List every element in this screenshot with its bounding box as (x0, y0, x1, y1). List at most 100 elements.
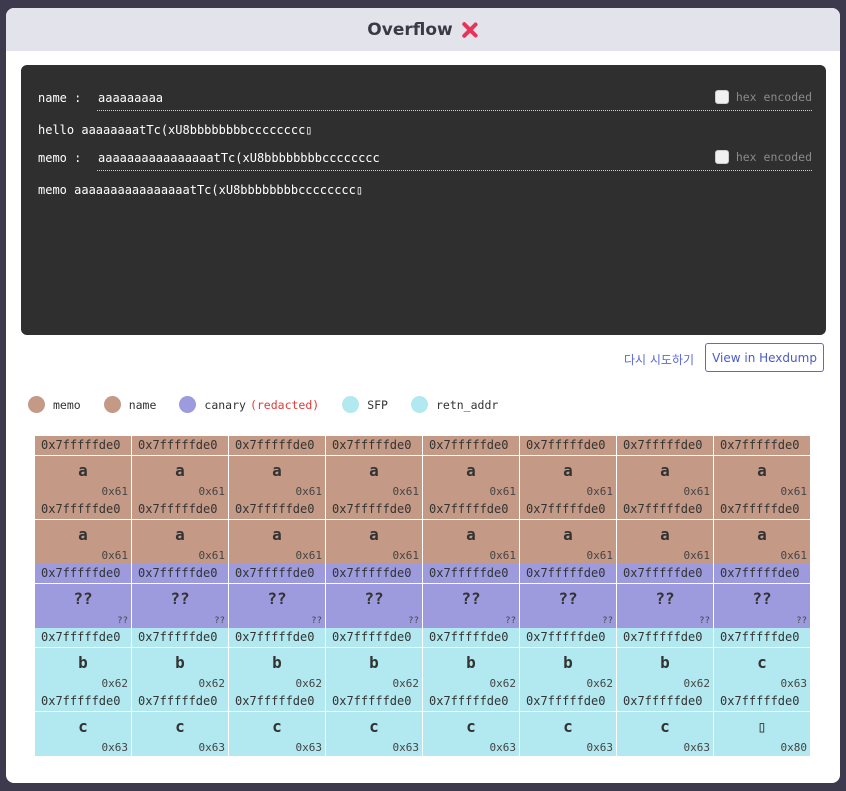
legend-swatch (103, 396, 121, 413)
cell-hex-value: ?? (214, 616, 225, 626)
name-input[interactable]: aaaaaaaaa hex encoded (97, 87, 812, 111)
memory-cell[interactable]: 0x7fffffde0 c 0x63 (714, 628, 811, 692)
memory-cell[interactable]: 0x7fffffde0 b 0x62 (520, 628, 617, 692)
cell-address: 0x7fffffde0 (520, 628, 616, 648)
cell-hex-value: 0x62 (101, 677, 129, 690)
cell-address: 0x7fffffde0 (714, 564, 810, 584)
cell-hex-value: 0x61 (780, 485, 808, 498)
memory-cell[interactable]: 0x7fffffde0 b 0x62 (423, 628, 520, 692)
cell-char: a (757, 461, 767, 480)
memory-cell[interactable]: 0x7fffffde0 a 0x61 (520, 500, 617, 564)
memory-cell[interactable]: 0x7fffffde0 a 0x61 (714, 500, 811, 564)
memory-cell[interactable]: 0x7fffffde0 c 0x63 (617, 692, 714, 756)
memory-cell[interactable]: 0x7fffffde0 a 0x61 (326, 500, 423, 564)
memory-cell[interactable]: 0x7fffffde0 b 0x62 (326, 628, 423, 692)
memory-cell[interactable]: 0x7fffffde0 a 0x61 (423, 436, 520, 500)
cell-hex-value: 0x61 (489, 485, 517, 498)
cell-address: 0x7fffffde0 (423, 628, 519, 648)
cell-char: a (757, 525, 767, 544)
stack-row: 0x7fffffde0 b 0x62 0x7fffffde0 b 0x62 0x7fffff… (35, 628, 811, 692)
cell-address: 0x7fffffde0 (326, 500, 422, 520)
cell-address: 0x7fffffde0 (617, 564, 713, 584)
memory-cell[interactable]: 0x7fffffde0 a 0x61 (132, 436, 229, 500)
memory-cell[interactable]: 0x7fffffde0 a 0x61 (229, 500, 326, 564)
cell-char: a (369, 525, 379, 544)
memory-cell[interactable]: 0x7fffffde0???? (132, 564, 229, 628)
cell-address: 0x7fffffde0 (35, 436, 131, 456)
memory-cell[interactable]: 0x7fffffde0???? (35, 564, 132, 628)
cell-char: b (466, 653, 476, 672)
cell-char: b (563, 653, 573, 672)
memo-input[interactable]: aaaaaaaaaaaaaaaatTc(xU8bbbbbbbbcccccccc … (97, 147, 812, 171)
cell-address: 0x7fffffde0 (714, 692, 810, 712)
memory-cell[interactable]: 0x7fffffde0???? (423, 564, 520, 628)
cell-char: b (369, 653, 379, 672)
cell-hex-value: 0x62 (198, 677, 226, 690)
cell-hex-value: 0x63 (295, 741, 323, 754)
memory-cell[interactable]: 0x7fffffde0 a 0x61 (326, 436, 423, 500)
cell-hex-value: 0x61 (780, 549, 808, 562)
cell-char: a (78, 525, 88, 544)
memo-hex-checkbox[interactable] (714, 150, 729, 164)
cell-hex-value: ?? (505, 616, 516, 626)
cell-hex-value: ?? (117, 616, 128, 626)
memory-cell[interactable]: 0x7fffffde0 a 0x61 (617, 500, 714, 564)
memory-cell[interactable]: 0x7fffffde0 c 0x63 (35, 692, 132, 756)
legend-item-memo: memo (28, 396, 81, 413)
retry-link[interactable]: 다시 시도하기 (624, 353, 695, 367)
memory-cell[interactable]: 0x7fffffde0 a 0x61 (132, 500, 229, 564)
memory-cell[interactable]: 0x7fffffde0 c 0x63 (520, 692, 617, 756)
memory-cell[interactable]: 0x7fffffde0 c 0x63 (229, 692, 326, 756)
cell-address: 0x7fffffde0 (326, 564, 422, 584)
cell-char: a (272, 525, 282, 544)
memory-cell[interactable]: 0x7fffffde0 b 0x62 (229, 628, 326, 692)
cell-char: ?? (752, 589, 772, 608)
memory-cell[interactable]: 0x7fffffde0 b 0x62 (617, 628, 714, 692)
cell-char: c (757, 653, 767, 672)
cell-char: a (78, 461, 88, 480)
cell-char: b (660, 653, 670, 672)
memory-cell[interactable]: 0x7fffffde0 a 0x61 (423, 500, 520, 564)
stack-row: 0x7fffffde0 c 0x63 0x7fffffde0 c 0x63 0x7fffff… (35, 692, 811, 756)
cell-hex-value: 0x63 (198, 741, 226, 754)
legend-note: (redacted) (249, 397, 320, 412)
memory-cell[interactable]: 0x7fffffde0 a 0x61 (35, 500, 132, 564)
memory-cell[interactable]: 0x7fffffde0 b 0x62 (132, 628, 229, 692)
cell-char: b (175, 653, 185, 672)
memory-cell[interactable]: 0x7fffffde0 a 0x61 (617, 436, 714, 500)
memory-cell[interactable]: 0x7fffffde0 a 0x61 (35, 436, 132, 500)
cell-address: 0x7fffffde0 (617, 692, 713, 712)
memory-cell[interactable]: 0x7fffffde0???? (520, 564, 617, 628)
memory-cell[interactable]: 0x7fffffde0 ▯ 0x80 (714, 692, 811, 756)
name-label: name : (38, 91, 89, 105)
memory-cell[interactable]: 0x7fffffde0 a 0x61 (520, 436, 617, 500)
view-hexdump-button[interactable]: View in Hexdump (705, 343, 824, 372)
memory-cell[interactable]: 0x7fffffde0???? (617, 564, 714, 628)
cell-char: c (563, 717, 573, 736)
cell-hex-value: 0x61 (198, 485, 226, 498)
cell-hex-value: 0x63 (683, 741, 711, 754)
cell-address: 0x7fffffde0 (714, 628, 810, 648)
cell-hex-value: 0x63 (780, 677, 808, 690)
memory-cell[interactable]: 0x7fffffde0 a 0x61 (229, 436, 326, 500)
name-hex-toggle[interactable]: hex encoded (714, 90, 812, 104)
cell-hex-value: 0x62 (683, 677, 711, 690)
memory-cell[interactable]: 0x7fffffde0 b 0x62 (35, 628, 132, 692)
memory-cell[interactable]: 0x7fffffde0 a 0x61 (714, 436, 811, 500)
memory-cell[interactable]: 0x7fffffde0???? (714, 564, 811, 628)
name-hex-checkbox[interactable] (714, 90, 729, 104)
memory-cell[interactable]: 0x7fffffde0 c 0x63 (326, 692, 423, 756)
terminal: name : aaaaaaaaa hex encoded hello aaaaa… (21, 65, 826, 335)
legend-swatch (342, 396, 360, 413)
memory-cell[interactable]: 0x7fffffde0???? (326, 564, 423, 628)
cell-hex-value: 0x61 (683, 485, 711, 498)
legend-item-canary: canary (redacted) (179, 396, 319, 413)
memory-cell[interactable]: 0x7fffffde0 c 0x63 (423, 692, 520, 756)
cell-address: 0x7fffffde0 (35, 692, 131, 712)
cell-char: a (369, 461, 379, 480)
memory-cell[interactable]: 0x7fffffde0 c 0x63 (132, 692, 229, 756)
memory-cell[interactable]: 0x7fffffde0???? (229, 564, 326, 628)
memo-hex-toggle[interactable]: hex encoded (714, 150, 812, 164)
cell-char: ?? (461, 589, 481, 608)
cell-address: 0x7fffffde0 (714, 500, 810, 520)
